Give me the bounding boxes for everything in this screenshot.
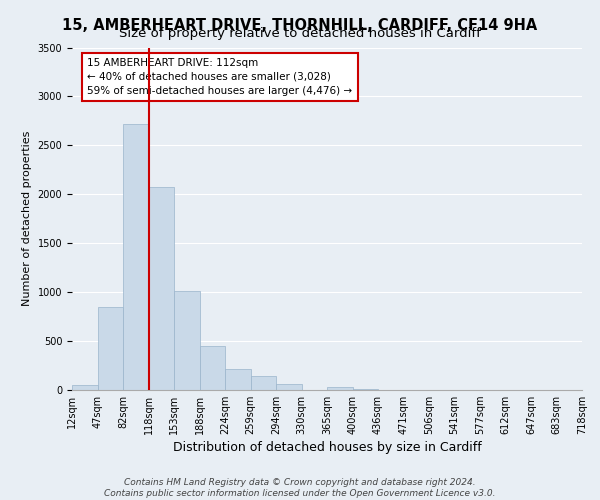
Bar [97, 307, 123, 390]
Bar [199, 346, 225, 390]
Text: 15, AMBERHEART DRIVE, THORNHILL, CARDIFF, CF14 9HA: 15, AMBERHEART DRIVE, THORNHILL, CARDIFF… [62, 18, 538, 32]
Bar [327, 387, 353, 390]
Bar [225, 370, 251, 390]
Bar [251, 376, 276, 390]
Bar [149, 188, 174, 390]
Bar [123, 124, 149, 390]
Text: 15 AMBERHEART DRIVE: 112sqm
← 40% of detached houses are smaller (3,028)
59% of : 15 AMBERHEART DRIVE: 112sqm ← 40% of det… [88, 58, 352, 96]
Text: Contains HM Land Registry data © Crown copyright and database right 2024.
Contai: Contains HM Land Registry data © Crown c… [104, 478, 496, 498]
Bar [276, 384, 302, 390]
Bar [72, 385, 97, 390]
Bar [174, 291, 199, 390]
Bar [353, 388, 378, 390]
Text: Size of property relative to detached houses in Cardiff: Size of property relative to detached ho… [119, 28, 481, 40]
X-axis label: Distribution of detached houses by size in Cardiff: Distribution of detached houses by size … [173, 442, 481, 454]
Y-axis label: Number of detached properties: Number of detached properties [22, 131, 32, 306]
